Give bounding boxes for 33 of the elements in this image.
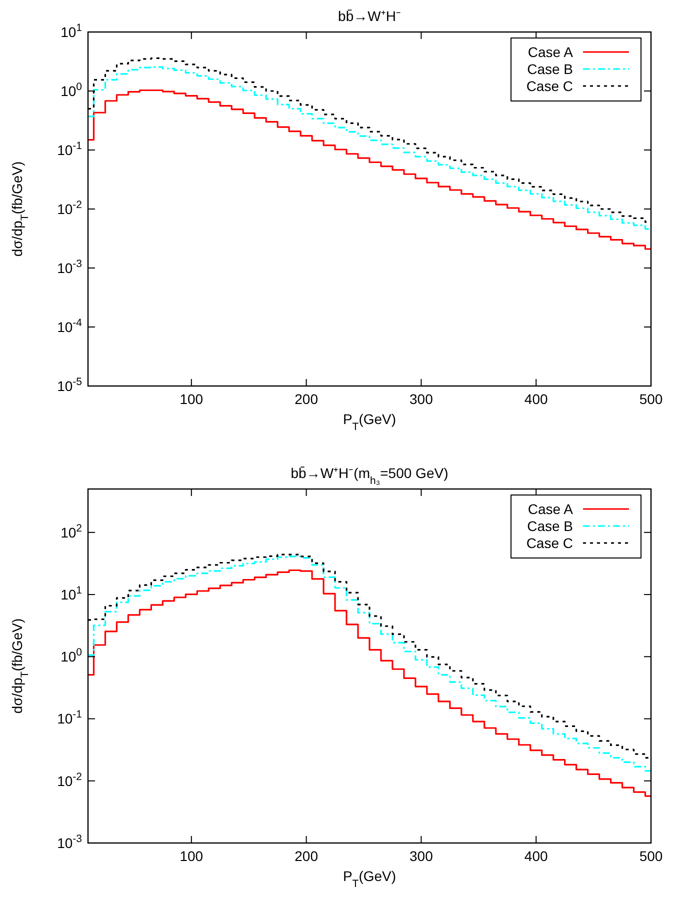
y-tick-label: 10$^{-1}$	[57, 708, 82, 727]
x-tick-label: 100	[180, 391, 204, 407]
y-tick-label: 10$^{1}$	[60, 22, 82, 40]
y-tick-label: 10$^{-2}$	[57, 770, 82, 789]
x-axis-title: P$_{T}$(GeV)	[342, 868, 396, 890]
y-tick-label: 10$^{1}$	[60, 584, 82, 602]
y-tick-label: 10$^{0}$	[60, 80, 82, 99]
legend-label: Case B	[527, 60, 573, 77]
legend-label: Case A	[528, 44, 574, 60]
legend-label: Case C	[526, 78, 573, 94]
x-axis-title: P$_{T}$(GeV)	[342, 411, 396, 433]
y-tick-label: 10$^{-4}$	[57, 316, 82, 335]
x-tick-label: 300	[410, 848, 434, 864]
y-tick-label: 10$^{-5}$	[57, 376, 82, 394]
y-tick-label: 10$^{-3}$	[57, 258, 82, 276]
x-tick-label: 400	[524, 391, 548, 407]
x-tick-label: 200	[294, 848, 318, 864]
y-tick-label: 10$^{2}$	[60, 522, 82, 540]
x-tick-label: 200	[294, 391, 318, 407]
x-tick-label: 400	[524, 848, 548, 864]
legend-label: Case C	[526, 534, 573, 551]
x-tick-label: 300	[410, 391, 434, 407]
y-tick-label: 10$^{-3}$	[57, 832, 82, 851]
y-tick-label: 10$^{0}$	[60, 646, 82, 665]
y-tick-label: 10$^{-1}$	[57, 140, 82, 158]
x-tick-label: 500	[639, 848, 663, 864]
legend-label: Case A	[528, 500, 574, 517]
chart-title: bb̄→W⁺H⁻	[338, 8, 401, 24]
chart-title: bb̄→W⁺H⁻(m$_{h₃}$=500 GeV)	[290, 465, 448, 487]
legend-label: Case B	[527, 518, 573, 534]
x-tick-label: 100	[180, 848, 204, 864]
x-tick-label: 500	[639, 391, 663, 407]
y-tick-label: 10$^{-2}$	[57, 198, 82, 217]
